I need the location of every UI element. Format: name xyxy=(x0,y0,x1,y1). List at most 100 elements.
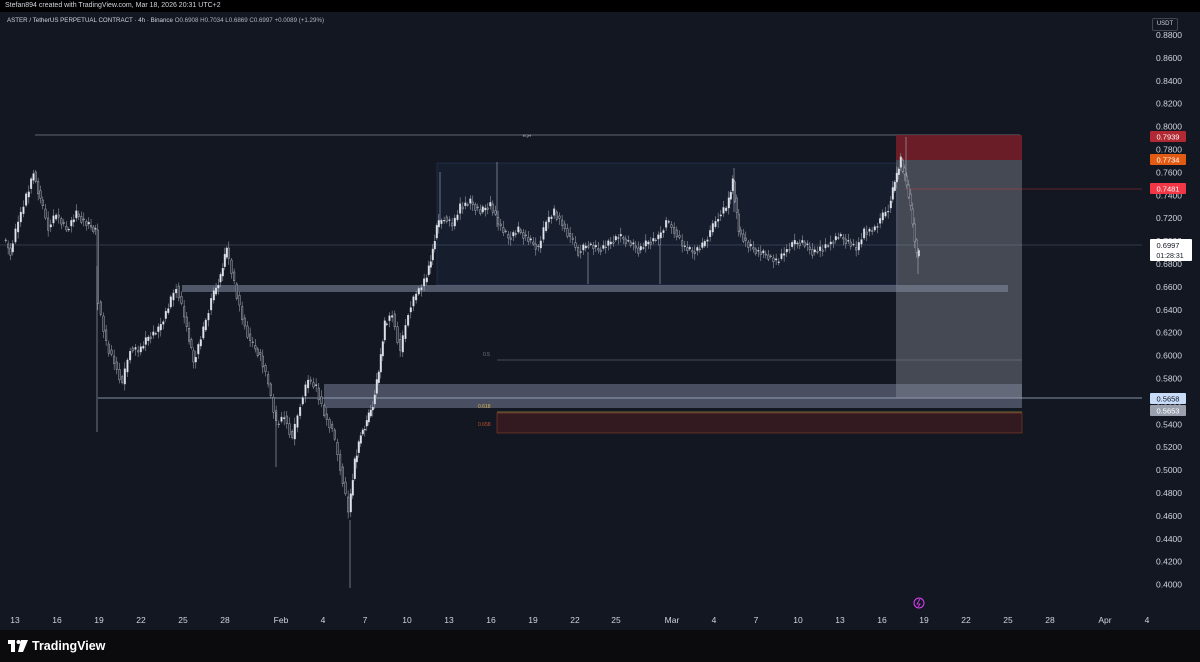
support-zone[interactable] xyxy=(182,285,1008,292)
time-tick-label: 7 xyxy=(363,615,368,625)
candle-body xyxy=(747,241,750,248)
candle-body xyxy=(241,306,244,320)
time-tick-label: 25 xyxy=(178,615,188,625)
candle-body xyxy=(829,241,832,245)
candle-body xyxy=(92,226,95,232)
candle-body xyxy=(899,156,902,168)
stop-loss-zone[interactable] xyxy=(896,135,1022,160)
candle-body xyxy=(711,223,714,233)
candle-body xyxy=(217,285,220,289)
candle-body xyxy=(527,237,530,242)
event-marker-icon[interactable] xyxy=(913,597,925,609)
candle-body xyxy=(339,454,342,471)
entry-price-text: 0.7734 xyxy=(1157,156,1180,165)
candle-body xyxy=(597,248,600,251)
chart-pane[interactable]: ASTER / TetherUS PERPETUAL CONTRACT · 4h… xyxy=(0,12,1200,630)
candle-body xyxy=(727,197,730,209)
candle-body xyxy=(709,230,712,237)
candle-body xyxy=(555,211,558,220)
candle-body xyxy=(915,239,918,254)
candle-body xyxy=(514,233,517,235)
candle-body xyxy=(714,221,717,227)
candle-body xyxy=(868,228,871,232)
last-price-badge[interactable] xyxy=(1150,239,1192,261)
candle-body xyxy=(57,214,60,218)
candle-body xyxy=(762,250,765,254)
candle-body xyxy=(107,343,110,354)
tradingview-logo[interactable]: TradingView xyxy=(8,638,105,654)
candle-body xyxy=(212,290,215,301)
candle-body xyxy=(735,197,738,213)
candle-body xyxy=(49,224,52,228)
candle-body xyxy=(407,315,410,326)
level-price-badge[interactable] xyxy=(1150,183,1186,194)
candle-body xyxy=(393,313,396,327)
time-tick-label: 19 xyxy=(94,615,104,625)
candle-body xyxy=(192,350,195,363)
candle-body xyxy=(159,324,162,331)
candle-body xyxy=(401,335,404,353)
demand-zone[interactable] xyxy=(324,384,1022,408)
candles xyxy=(4,137,920,588)
candle-body xyxy=(819,246,822,251)
candle-body xyxy=(852,243,855,246)
fib-golden-zone[interactable] xyxy=(496,412,1023,434)
candle-body xyxy=(14,228,17,243)
candle-body xyxy=(459,203,462,214)
candle-body xyxy=(291,431,294,438)
candle-body xyxy=(796,242,799,245)
candle-body xyxy=(587,245,590,248)
price-tick-label: 0.5200 xyxy=(1156,442,1182,452)
price-tick-label: 0.5000 xyxy=(1156,465,1182,475)
candle-body xyxy=(129,351,132,361)
candle-body xyxy=(688,247,691,250)
candle-body xyxy=(451,222,454,227)
candle-body xyxy=(404,325,407,339)
candle-body xyxy=(889,200,892,209)
candle-body xyxy=(215,287,218,295)
candle-body xyxy=(667,221,670,223)
candle-body xyxy=(582,244,585,251)
entry-price-badge[interactable] xyxy=(1150,154,1186,165)
candle-body xyxy=(775,258,778,261)
candle-body xyxy=(194,357,197,363)
candle-body xyxy=(134,347,137,350)
currency-badge[interactable]: USDT xyxy=(1152,18,1178,31)
candle-body xyxy=(832,241,835,244)
candle-body xyxy=(409,307,412,313)
candle-body xyxy=(388,315,391,321)
candle-body xyxy=(839,234,842,237)
candle-body xyxy=(80,216,83,223)
stop-price-badge[interactable] xyxy=(1150,131,1186,142)
candle-body xyxy=(443,219,446,222)
take-profit-zone[interactable] xyxy=(896,160,1022,398)
symbol-legend[interactable]: ASTER / TetherUS PERPETUAL CONTRACT · 4h… xyxy=(7,17,324,24)
candle-body xyxy=(62,222,65,224)
symbol-name[interactable]: ASTER / TetherUS PERPETUAL CONTRACT · 4h… xyxy=(7,17,173,24)
candle-body xyxy=(895,172,898,183)
candle-body xyxy=(545,221,548,231)
candle-body xyxy=(791,242,794,247)
candle-body xyxy=(649,241,652,245)
target2-price-badge[interactable] xyxy=(1150,405,1186,416)
candle-body xyxy=(423,278,426,287)
time-tick-label: 25 xyxy=(611,615,621,625)
candle-body xyxy=(183,306,186,318)
candle-body xyxy=(678,235,681,238)
price-tick-label: 0.8200 xyxy=(1156,99,1182,109)
candle-body xyxy=(453,217,456,227)
candle-body xyxy=(847,240,850,242)
price-tick-label: 0.6800 xyxy=(1156,259,1182,269)
price-tick-label: 0.8400 xyxy=(1156,76,1182,86)
candle-body xyxy=(19,211,22,223)
time-tick-label: 4 xyxy=(1145,615,1150,625)
candle-body xyxy=(806,243,809,245)
target1-price-badge[interactable] xyxy=(1150,393,1186,404)
candle-body xyxy=(299,407,302,416)
candle-body xyxy=(288,423,291,435)
candle-body xyxy=(144,337,147,345)
candle-body xyxy=(788,249,791,251)
tradingview-logo-icon xyxy=(8,640,28,652)
candle-body xyxy=(22,206,25,214)
